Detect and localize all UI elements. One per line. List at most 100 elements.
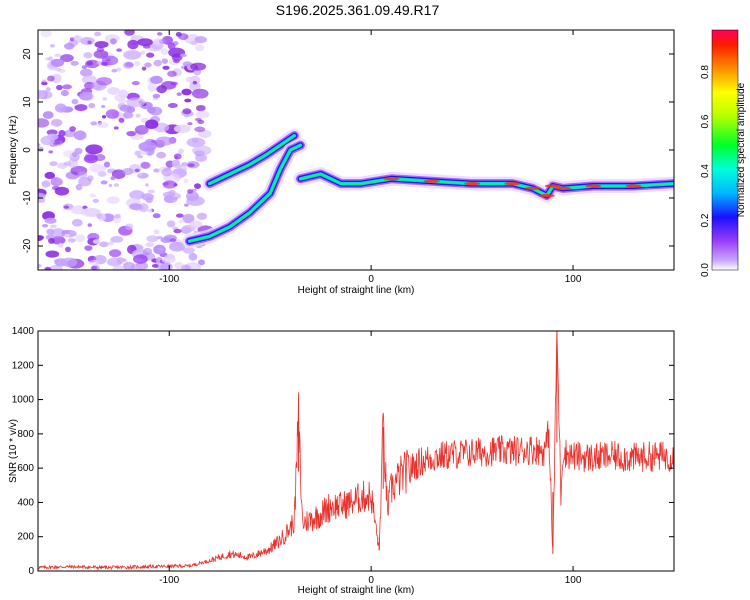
spectrogram-noise-blob bbox=[38, 143, 41, 147]
snr-y-ticks: 0 200 400 600 800 1000 1200 1400 bbox=[12, 326, 674, 577]
spectrogram-noise-blob bbox=[145, 183, 149, 187]
spectrogram-noise-blob bbox=[159, 38, 167, 44]
spectrogram-noise-blob bbox=[54, 53, 62, 58]
spectrogram-noise-blob bbox=[75, 234, 86, 242]
spectrogram-noise-blob bbox=[90, 121, 98, 126]
spectrogram-ridge-core bbox=[504, 182, 521, 186]
spectrogram-noise-blob bbox=[153, 168, 160, 173]
spectrogram-noise-blob bbox=[167, 102, 178, 108]
spectrogram-noise-blob bbox=[73, 130, 87, 141]
spectrogram-noise-blob bbox=[180, 53, 187, 58]
snr-series-line bbox=[38, 331, 674, 571]
spectrogram-noise-blob bbox=[57, 243, 64, 248]
spectrogram-noise-blob bbox=[48, 150, 54, 154]
spectrogram-noise-blob bbox=[50, 228, 66, 239]
spectrogram-noise-blob bbox=[140, 50, 146, 55]
snr-y-tick-label: 600 bbox=[17, 463, 34, 474]
spectrogram-noise-blob bbox=[84, 59, 100, 69]
spectrogram-noise-blob bbox=[69, 126, 76, 132]
spectrogram-noise-blob bbox=[135, 113, 141, 118]
spectrogram-noise-blob bbox=[41, 78, 49, 83]
spectrogram-y-axis-label: Frequency (Hz) bbox=[8, 116, 19, 185]
spectrogram-noise-blob bbox=[96, 213, 103, 219]
spectrogram-noise-blob bbox=[123, 50, 142, 60]
snr-plot-area bbox=[38, 331, 674, 571]
spectrogram-noise-blob bbox=[173, 262, 184, 270]
spectrogram-noise-blob bbox=[101, 104, 106, 108]
spectrogram-y-tick-label: 20 bbox=[22, 48, 33, 60]
spectrogram-noise-blob bbox=[162, 65, 170, 70]
spectrogram-noise-blob bbox=[101, 55, 119, 66]
spectrogram-noise-blob bbox=[63, 205, 70, 209]
spectrogram-noise-blob bbox=[64, 233, 70, 238]
spectrogram-noise-blob bbox=[130, 42, 137, 46]
spectrogram-noise-blob bbox=[195, 44, 205, 52]
spectrogram-y-tick-label: 10 bbox=[22, 96, 33, 108]
spectrogram-noise-blob bbox=[161, 81, 177, 90]
spectrogram-noise-blob bbox=[38, 89, 46, 99]
spectrogram-noise-blob bbox=[194, 36, 207, 44]
spectrogram-noise-blob bbox=[46, 133, 59, 141]
spectrogram-noise-blob bbox=[113, 183, 120, 187]
spectrogram-noise-blob bbox=[162, 191, 176, 199]
spectrogram-noise-blob bbox=[189, 220, 203, 228]
spectrogram-noise-blob bbox=[102, 97, 108, 101]
spectrogram-noise-blob bbox=[60, 90, 69, 97]
spectrogram-noise-blob bbox=[83, 52, 93, 59]
spectrogram-noise-blob bbox=[102, 115, 107, 119]
spectrogram-noise-blob bbox=[58, 130, 66, 137]
spectrogram-noise-blob bbox=[191, 137, 199, 143]
spectrogram-noise-blob bbox=[181, 264, 191, 270]
spectrogram-noise-blob bbox=[51, 185, 61, 191]
snr-y-axis-label: SNR (10 * v/v) bbox=[8, 419, 19, 483]
spectrogram-noise-blob bbox=[192, 80, 197, 85]
spectrogram-noise-blob bbox=[46, 228, 55, 235]
spectrogram-noise-blob bbox=[152, 93, 161, 99]
spectrogram-ridge-core bbox=[524, 186, 541, 190]
spectrogram-noise-blob bbox=[48, 264, 63, 270]
spectrogram-y-tick-label: 0 bbox=[22, 147, 33, 153]
spectrogram-noise-blob bbox=[144, 62, 152, 68]
spectrogram-noise-blob bbox=[42, 111, 54, 119]
spectrogram-noise-blob bbox=[100, 180, 108, 185]
spectrogram-noise-blob bbox=[145, 196, 154, 204]
spectrogram-noise-blob bbox=[151, 263, 159, 268]
spectrogram-noise-blob bbox=[41, 223, 49, 228]
spectrogram-noise-blob bbox=[87, 232, 100, 242]
snr-y-tick-label: 1000 bbox=[12, 395, 35, 406]
spectrogram-noise-blob bbox=[88, 102, 96, 109]
spectrogram-noise-blob bbox=[123, 261, 135, 270]
spectrogram-noise-blob bbox=[81, 65, 87, 70]
spectrogram-noise-blob bbox=[161, 168, 173, 177]
spectrogram-noise-blob bbox=[131, 81, 140, 86]
spectrogram-noise-blob bbox=[38, 263, 42, 268]
spectrogram-ridge-core bbox=[585, 184, 602, 188]
spectrogram-noise-blob bbox=[175, 213, 184, 218]
spectrogram-noise-blob bbox=[141, 66, 147, 71]
spectrogram-noise-blob bbox=[133, 254, 148, 264]
spectrogram-x-tick-label: 0 bbox=[368, 274, 374, 285]
spectrogram-noise-blob bbox=[94, 31, 102, 37]
spectrogram-noise-blob bbox=[108, 183, 113, 188]
spectrogram-noise-blob bbox=[41, 180, 51, 188]
spectrogram-noise-blob bbox=[124, 30, 135, 36]
spectrogram-noise-blob bbox=[153, 229, 160, 235]
spectrogram-x-axis-label: Height of straight line (km) bbox=[298, 285, 415, 296]
spectrogram-noise-blob bbox=[168, 241, 186, 252]
snr-x-axis-label: Height of straight line (km) bbox=[298, 585, 415, 596]
spectrogram-noise-blob bbox=[134, 168, 140, 173]
spectrogram-noise-blob bbox=[118, 117, 125, 123]
spectrogram-noise-blob bbox=[178, 164, 188, 174]
spectrogram-noise-blob bbox=[45, 87, 51, 92]
spectrogram-noise-blob bbox=[182, 213, 195, 224]
spectrogram-noise-blob bbox=[152, 213, 161, 219]
spectrogram-noise-blob bbox=[51, 118, 63, 127]
spectrogram-noise-blob bbox=[46, 129, 58, 136]
spectrogram-noise-blob bbox=[161, 58, 169, 64]
spectrogram-noise-blob bbox=[126, 97, 146, 108]
snr-y-tick-label: 1400 bbox=[12, 326, 35, 337]
spectrogram-noise-blob bbox=[49, 161, 58, 167]
spectrogram-noise-blob bbox=[62, 150, 77, 158]
spectrogram-noise-blob bbox=[111, 68, 118, 73]
